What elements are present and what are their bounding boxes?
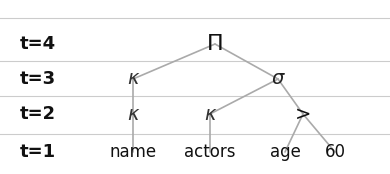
Text: κ: κ [204, 105, 216, 124]
Text: κ: κ [127, 105, 139, 124]
Text: name: name [110, 143, 156, 161]
Text: σ: σ [272, 69, 284, 89]
Text: κ: κ [127, 69, 139, 89]
Text: t=2: t=2 [20, 105, 56, 123]
Text: t=4: t=4 [20, 35, 56, 53]
Text: Π: Π [207, 34, 223, 54]
Text: >: > [295, 105, 311, 124]
Text: t=3: t=3 [20, 70, 56, 88]
Text: actors: actors [184, 143, 236, 161]
Text: 60: 60 [324, 143, 346, 161]
Text: t=1: t=1 [20, 143, 56, 161]
Text: age: age [269, 143, 300, 161]
